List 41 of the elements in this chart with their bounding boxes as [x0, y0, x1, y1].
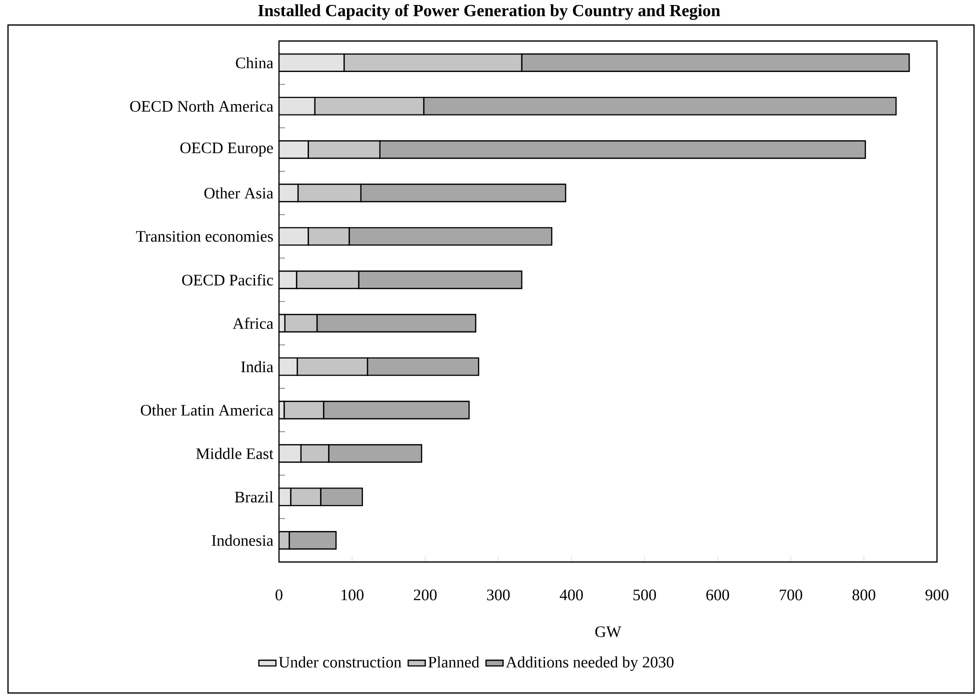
bar	[284, 314, 318, 332]
x-tick-label: 200	[414, 590, 437, 600]
x-axis-title: GW	[595, 626, 622, 638]
y-tick-label: Other Latin America	[140, 404, 274, 416]
bar	[296, 270, 360, 290]
chart-title: Installed Capacity of Power Generation by Country and Region	[258, 4, 720, 20]
y-tick-label: OECD Europe	[180, 142, 273, 157]
y-tick-label: Other Asia	[204, 187, 274, 199]
legend-label: Additions needed by 2030	[506, 656, 674, 671]
bar	[297, 184, 362, 202]
y-tick-label: Africa	[232, 318, 274, 329]
bar	[323, 400, 470, 420]
y-tick-label: Middle East	[196, 448, 274, 460]
x-tick-label: 100	[342, 590, 364, 600]
bar	[279, 53, 345, 72]
bar	[316, 314, 476, 332]
legend-label: Planned	[428, 656, 480, 668]
y-tick-label: Transition economies	[136, 231, 273, 242]
y-tick-label: Indonesia	[212, 534, 274, 546]
y-tick-label: India	[241, 360, 274, 372]
bar	[284, 400, 324, 420]
x-tick-label: 600	[706, 590, 730, 600]
bar	[320, 488, 363, 506]
bar	[296, 357, 368, 376]
bar	[343, 53, 522, 72]
bar	[314, 96, 424, 116]
bar	[308, 140, 380, 159]
y-tick-label: China	[236, 57, 274, 68]
x-tick-label: 400	[560, 590, 583, 600]
y-tick-label: Brazil	[234, 491, 274, 502]
x-tick-label: 800	[852, 590, 876, 600]
x-tick-label: 900	[926, 590, 948, 600]
x-tick-label: 0	[276, 590, 282, 600]
y-tick-label: OECD North America	[130, 100, 274, 112]
bar	[328, 444, 422, 463]
x-tick-label: 500	[633, 590, 656, 600]
x-tick-label: 700	[780, 590, 802, 600]
x-tick-label: 300	[487, 590, 510, 600]
legend-label: Under construction	[278, 656, 402, 668]
bar	[366, 357, 480, 376]
y-tick-label: OECD Pacific	[182, 274, 273, 286]
